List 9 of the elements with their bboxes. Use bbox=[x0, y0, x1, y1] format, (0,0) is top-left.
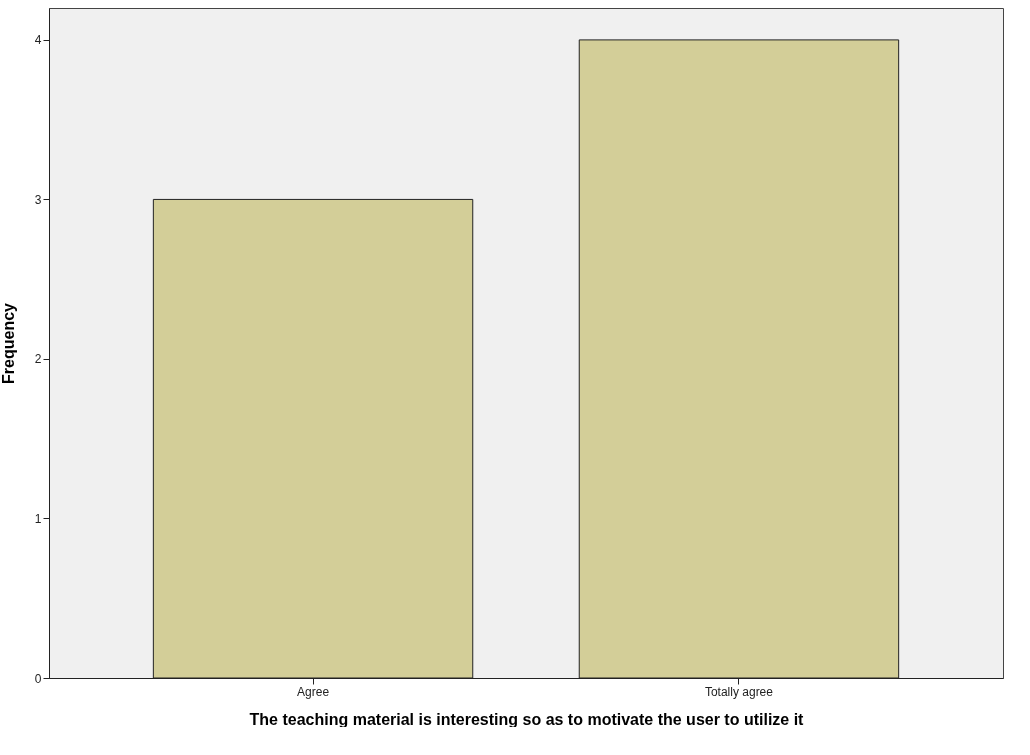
y-tick-label: 2 bbox=[34, 352, 42, 367]
x-tick-label: Totally agree bbox=[704, 684, 774, 699]
x-axis-title: The teaching material is interesting so as to motivate the user to utilize it bbox=[249, 710, 805, 728]
y-tick-label: 3 bbox=[34, 192, 42, 207]
y-tick-label: 1 bbox=[34, 511, 42, 526]
y-tick-label: 4 bbox=[34, 33, 42, 48]
y-tick-label: 0 bbox=[34, 671, 42, 686]
y-axis-title: Frequency bbox=[0, 302, 17, 384]
x-tick-label: Agree bbox=[297, 684, 330, 699]
